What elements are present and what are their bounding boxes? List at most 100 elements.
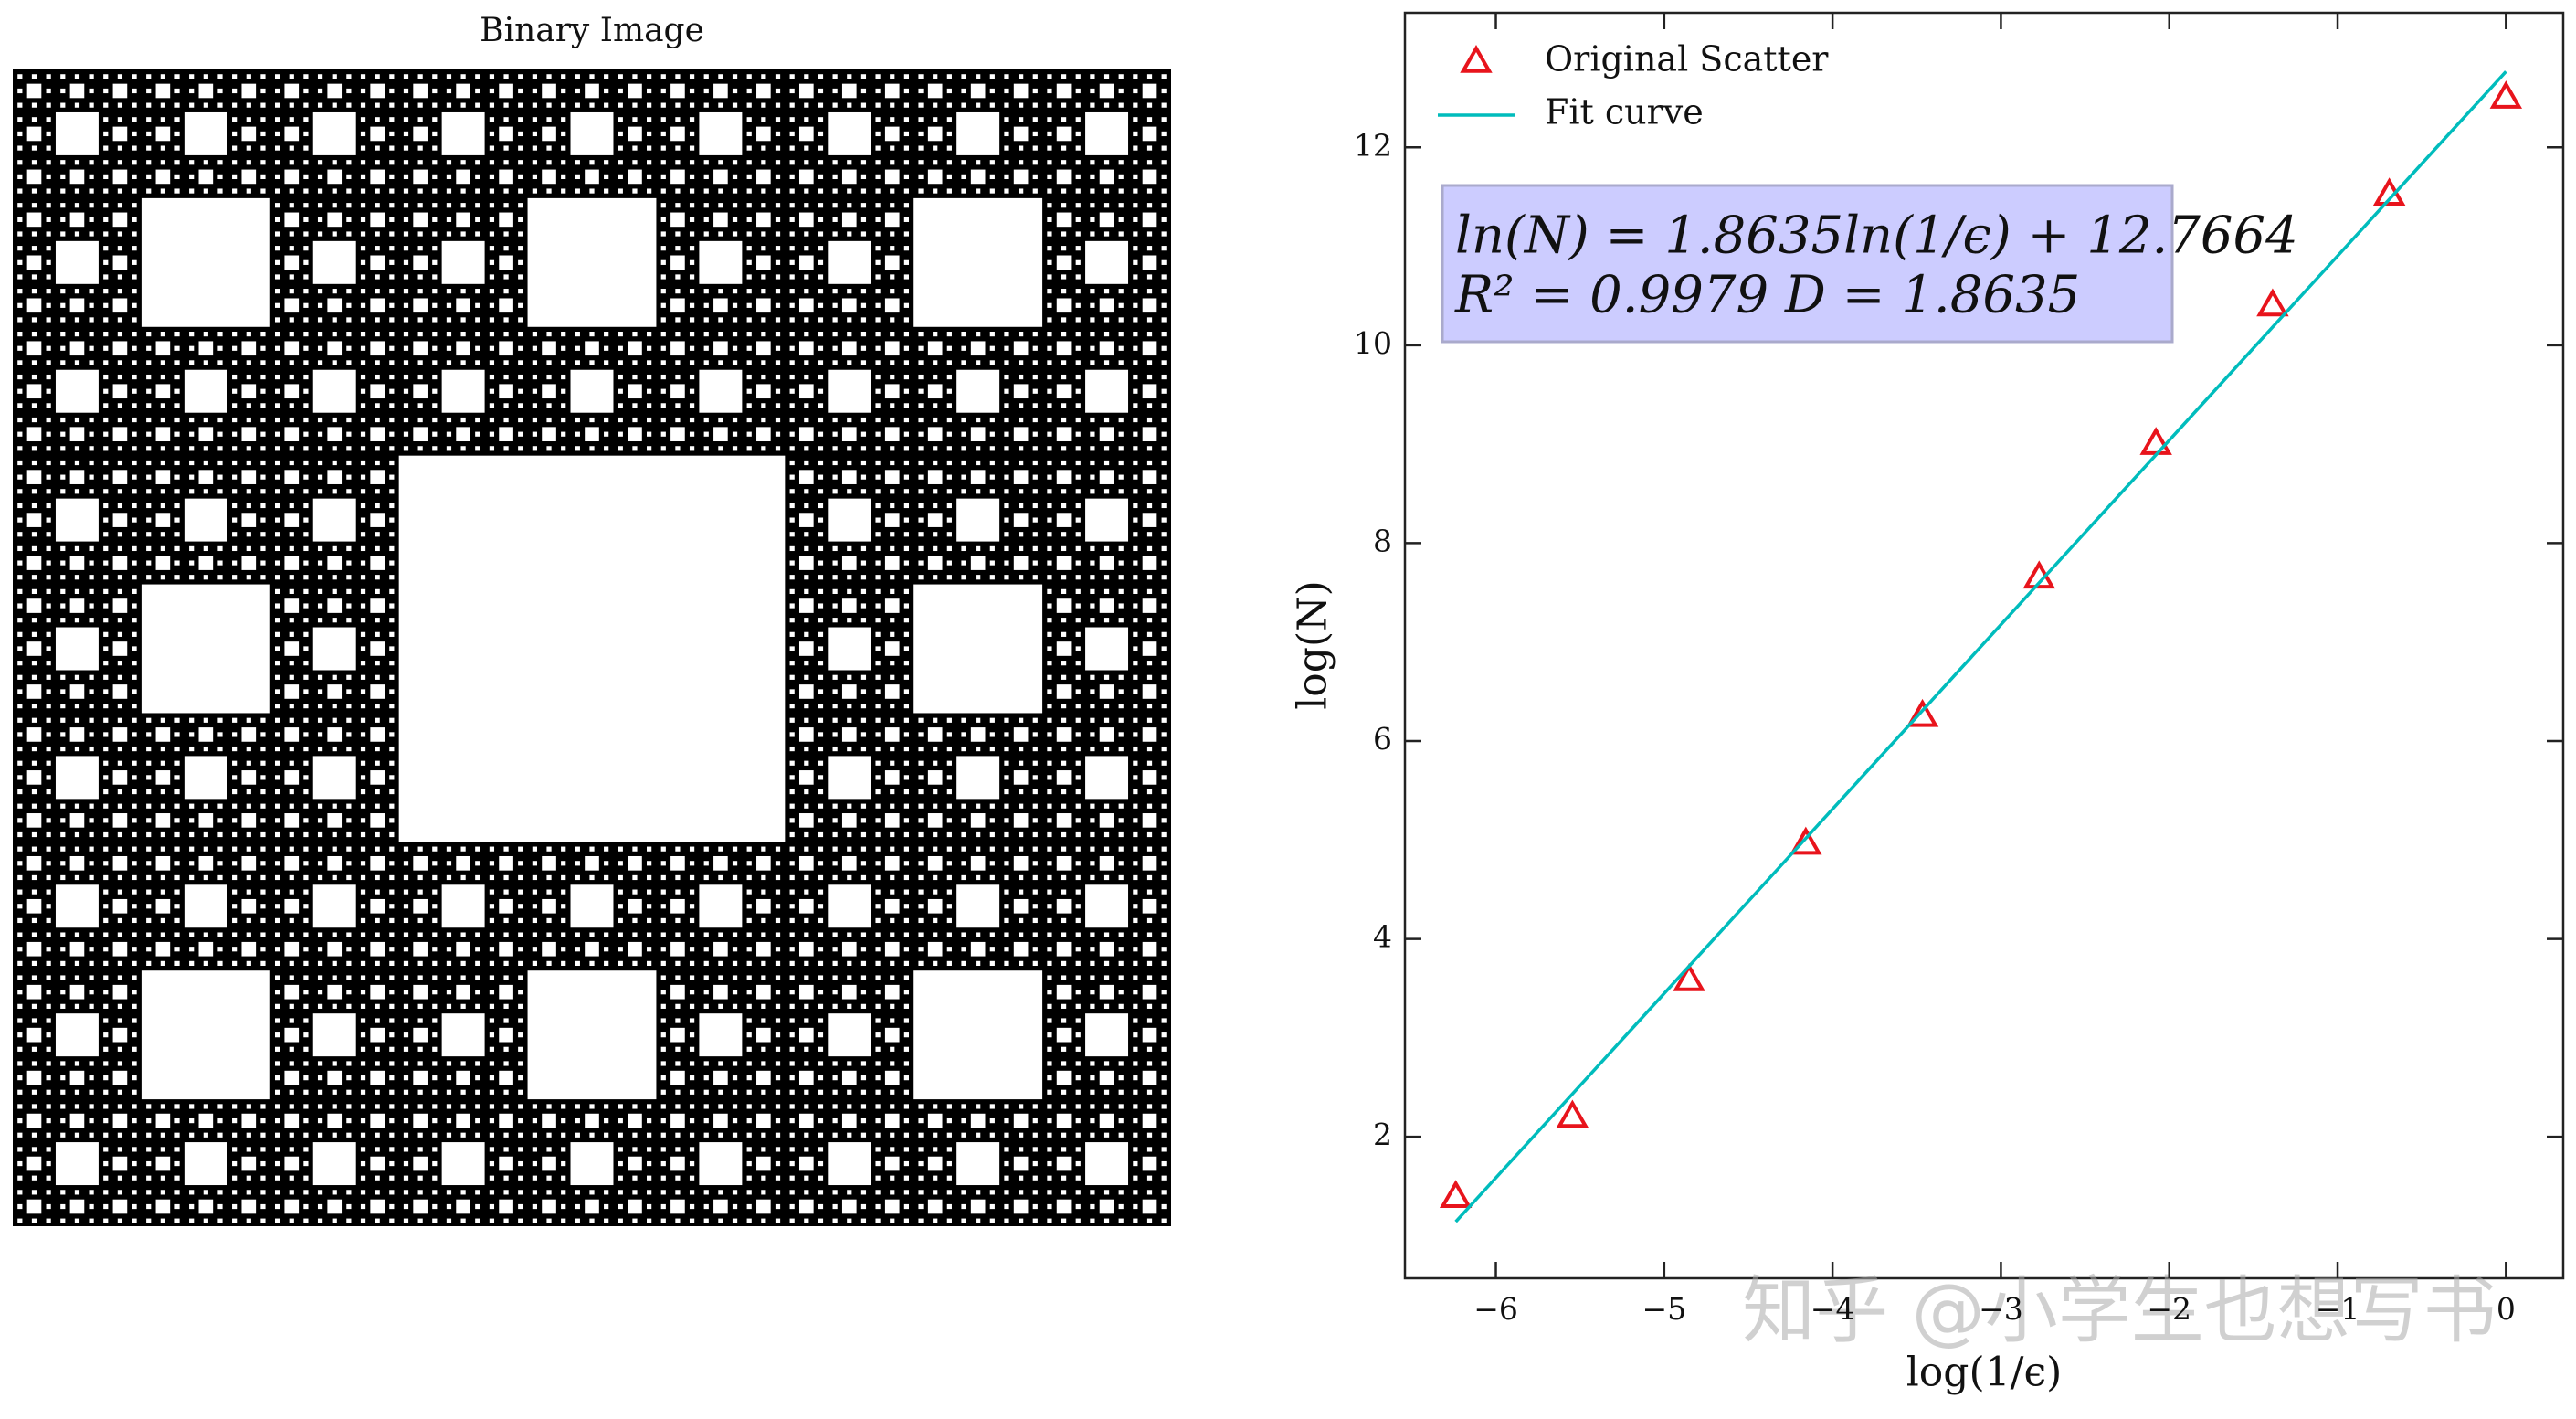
image-hole xyxy=(132,203,137,208)
image-hole xyxy=(274,560,280,566)
image-hole xyxy=(89,102,94,108)
image-hole xyxy=(303,503,309,509)
image-hole xyxy=(446,345,452,351)
image-hole xyxy=(132,345,137,351)
image-hole xyxy=(818,947,824,952)
image-hole xyxy=(112,1027,128,1043)
image-hole xyxy=(1090,689,1095,694)
image-hole xyxy=(1133,174,1138,180)
image-hole xyxy=(1103,1218,1110,1223)
image-hole xyxy=(475,160,480,165)
image-hole xyxy=(884,1027,900,1043)
image-hole xyxy=(703,74,709,79)
image-hole xyxy=(289,446,294,451)
image-hole xyxy=(746,1003,752,1009)
image-hole xyxy=(117,760,123,766)
image-hole xyxy=(417,1089,423,1095)
image-hole xyxy=(618,1160,623,1167)
image-hole xyxy=(375,760,380,766)
image-hole xyxy=(317,160,323,165)
image-hole xyxy=(756,1027,771,1043)
image-hole xyxy=(31,874,37,881)
image-hole xyxy=(1161,360,1167,365)
image-hole xyxy=(832,831,838,838)
image-hole xyxy=(927,513,943,527)
image-hole xyxy=(489,174,495,180)
image-hole xyxy=(74,803,80,809)
image-hole xyxy=(475,331,480,337)
image-hole xyxy=(818,345,824,351)
image-hole xyxy=(828,756,871,800)
image-hole xyxy=(103,246,109,251)
image-hole xyxy=(389,975,395,980)
image-hole xyxy=(146,831,152,838)
image-hole xyxy=(503,160,509,165)
image-hole xyxy=(732,975,738,980)
image-hole xyxy=(1061,1175,1067,1181)
image-hole xyxy=(875,274,881,280)
image-hole xyxy=(561,131,566,137)
image-hole xyxy=(703,1104,709,1109)
image-hole xyxy=(775,975,781,980)
image-hole xyxy=(561,917,566,924)
image-hole xyxy=(489,889,495,895)
image-hole xyxy=(327,212,343,228)
image-hole xyxy=(718,446,723,451)
image-hole xyxy=(798,470,814,484)
image-hole xyxy=(789,775,795,780)
image-hole xyxy=(875,331,881,337)
image-hole xyxy=(503,117,509,122)
image-hole xyxy=(60,331,66,337)
image-hole xyxy=(60,846,66,852)
image-hole xyxy=(246,889,251,895)
image-hole xyxy=(360,160,366,165)
image-hole xyxy=(274,388,280,394)
image-hole xyxy=(174,775,180,780)
image-hole xyxy=(60,874,66,881)
image-hole xyxy=(1032,1160,1038,1167)
image-hole xyxy=(389,618,395,623)
image-hole xyxy=(732,174,738,180)
image-hole xyxy=(746,1089,752,1095)
image-hole xyxy=(246,460,251,466)
image-hole xyxy=(46,160,51,165)
image-hole xyxy=(1118,1089,1124,1095)
image-hole xyxy=(155,169,171,185)
image-hole xyxy=(303,460,309,466)
image-hole xyxy=(89,674,94,680)
image-hole xyxy=(303,388,309,394)
image-hole xyxy=(203,74,208,79)
image-hole xyxy=(890,661,895,666)
image-hole xyxy=(489,217,495,222)
image-hole xyxy=(74,1061,80,1066)
image-hole xyxy=(647,1104,652,1109)
image-hole xyxy=(860,588,867,594)
image-hole xyxy=(1032,431,1038,437)
image-hole xyxy=(1103,160,1110,165)
image-hole xyxy=(31,489,37,494)
image-hole xyxy=(875,403,881,408)
image-hole xyxy=(575,188,580,194)
image-hole xyxy=(1146,846,1153,852)
image-hole xyxy=(604,331,609,337)
image-hole xyxy=(327,984,343,1000)
image-hole xyxy=(274,831,280,838)
image-hole xyxy=(26,855,42,871)
image-hole xyxy=(155,941,171,957)
image-hole xyxy=(1075,960,1081,967)
image-hole xyxy=(632,160,638,165)
image-hole xyxy=(946,1147,952,1152)
image-hole xyxy=(303,831,309,838)
image-hole xyxy=(798,813,814,828)
image-hole xyxy=(518,131,523,137)
image-hole xyxy=(618,874,623,881)
image-hole xyxy=(561,117,566,122)
image-hole xyxy=(1146,588,1153,594)
image-hole xyxy=(604,345,609,351)
image-hole xyxy=(804,618,809,623)
image-hole xyxy=(132,474,137,480)
image-hole xyxy=(203,846,208,852)
image-hole xyxy=(1032,746,1038,752)
image-hole xyxy=(675,960,681,967)
image-hole xyxy=(847,674,852,680)
